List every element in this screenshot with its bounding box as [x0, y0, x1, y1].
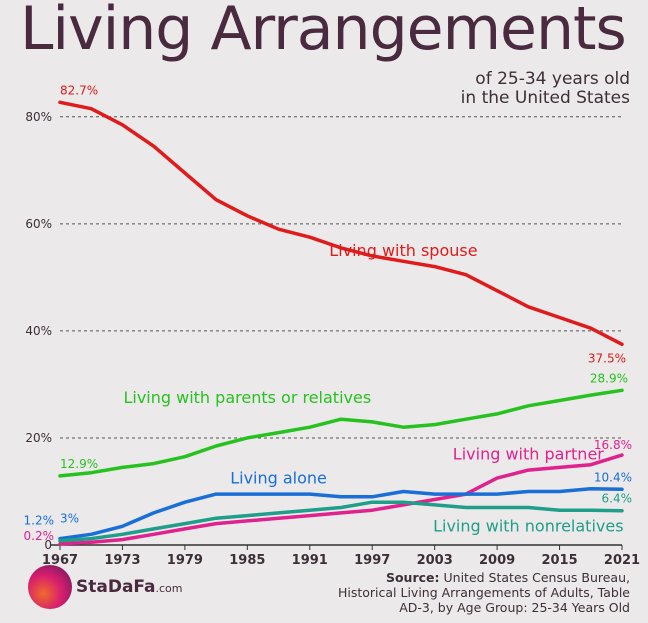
end-label-parents: 28.9% [590, 371, 628, 385]
series-line-spouse [58, 100, 624, 347]
logo[interactable]: StaDaFa.com [28, 565, 183, 609]
y-tick-label-3: 60% [25, 217, 52, 231]
end-label-alone: 10.4% [594, 470, 632, 484]
x-tick-label-3: 1985 [229, 553, 265, 568]
end-label-spouse: 37.5% [588, 351, 626, 365]
chart-subtitle: of 25-34 years old in the United States [370, 70, 630, 108]
source-text: United States Census Bureau, Historical … [337, 570, 630, 615]
series-label-nonrelatives: Living with nonrelatives [433, 517, 623, 536]
series-label-partner: Living with partner [453, 444, 604, 463]
x-tick-label-1: 1973 [104, 553, 140, 568]
x-tick-label-8: 2015 [541, 553, 577, 568]
series-label-alone: Living alone [230, 468, 327, 487]
subtitle-line-2: in the United States [460, 88, 630, 108]
subtitle-line-1: of 25-34 years old [475, 69, 630, 89]
series-line-alone [58, 487, 624, 541]
x-tick-label-9: 2021 [604, 553, 640, 568]
chart-title: Living Arrangements [20, 0, 627, 64]
x-tick-label-2: 1979 [167, 553, 203, 568]
source-note: Source: United States Census Bureau, His… [330, 570, 630, 615]
series-label-spouse: Living with spouse [329, 241, 477, 260]
source-label: Source: [385, 570, 440, 585]
end-label-nonrelatives: 6.4% [602, 492, 633, 506]
y-tick-label-4: 80% [25, 110, 52, 124]
x-tick-label-6: 2003 [417, 553, 453, 568]
logo-name: StaDaFa [76, 577, 156, 597]
x-tick-label-7: 2009 [479, 553, 515, 568]
y-tick-label-0: 0 [44, 538, 52, 552]
x-tick-label-4: 1991 [292, 553, 328, 568]
start-label-alone: 1.2% [24, 514, 55, 528]
series-line-parents [58, 388, 624, 478]
x-tick-label-0: 1967 [42, 553, 78, 568]
x-tick-label-5: 1997 [354, 553, 390, 568]
start-label-parents: 12.9% [60, 457, 98, 471]
y-tick-label-2: 40% [25, 324, 52, 338]
y-tick-label-1: 20% [25, 431, 52, 445]
series-label-parents: Living with parents or relatives [123, 388, 371, 407]
stadafa-logo-icon [28, 565, 72, 609]
series-line-nonrelatives [58, 500, 624, 543]
start-label-partner: 0.2% [24, 529, 55, 543]
extra-label-alone: 3% [60, 512, 79, 526]
start-label-spouse: 82.7% [60, 83, 98, 97]
logo-suffix: .com [155, 582, 183, 595]
end-label-partner: 16.8% [594, 438, 632, 452]
series-line-partner [58, 453, 624, 546]
